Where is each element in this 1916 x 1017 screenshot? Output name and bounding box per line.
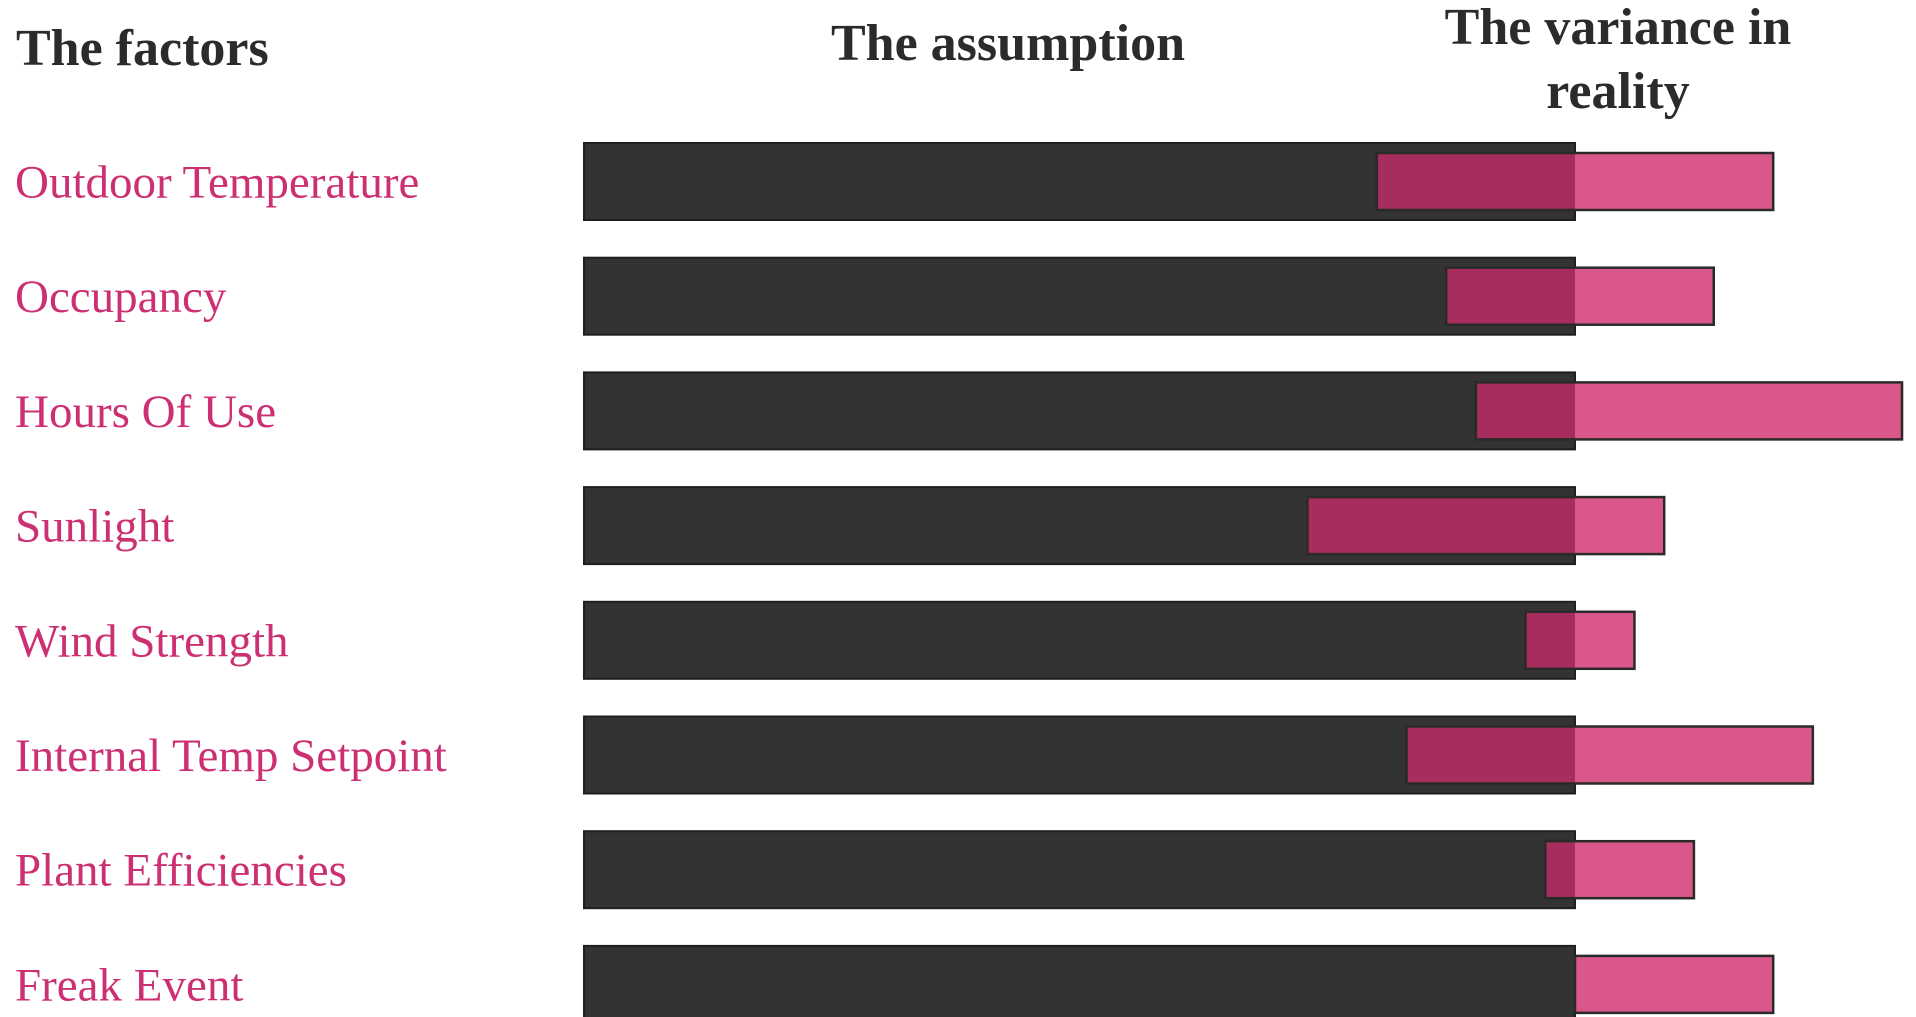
- variance-range-hours-of-use: [1474, 381, 1904, 441]
- assumption-bar-plant-efficiencies: [583, 830, 1576, 910]
- factor-label-freak-event: Freak Event: [15, 959, 243, 1011]
- bar-rows: Outdoor Temperature Occupancy Hours Of Use…: [15, 142, 1904, 1017]
- factor-label-internal-temp-setpoint: Internal Temp Setpoint: [15, 730, 447, 782]
- factor-label-wind-strength: Wind Strength: [15, 615, 289, 667]
- variance-range-occupancy: [1444, 266, 1715, 326]
- factor-label-hours-of-use: Hours Of Use: [15, 386, 276, 438]
- header-variance-line1: The variance in: [1445, 0, 1792, 56]
- variance-range-freak-event: [1573, 954, 1775, 1015]
- variance-range-outdoor-temperature: [1375, 151, 1775, 212]
- variance-range-internal-temp-setpoint: [1405, 725, 1815, 785]
- variance-below-wind-strength: [1525, 611, 1575, 669]
- header-variance-line2: reality: [1546, 63, 1689, 120]
- variance-above-internal-temp-setpoint: [1575, 726, 1813, 784]
- assumption-bar-occupancy: [583, 256, 1576, 336]
- variance-above-wind-strength: [1575, 611, 1635, 669]
- assumption-bar-wind-strength: [583, 600, 1576, 680]
- variance-below-sunlight: [1307, 497, 1575, 555]
- variance-above-hours-of-use: [1575, 382, 1903, 440]
- variance-below-hours-of-use: [1475, 382, 1575, 440]
- variance-range-plant-efficiencies: [1544, 839, 1696, 900]
- factor-label-occupancy: Occupancy: [15, 271, 227, 323]
- assumption-bar-freak-event: [583, 944, 1576, 1017]
- factor-label-outdoor-temperature: Outdoor Temperature: [15, 157, 419, 209]
- variance-above-sunlight: [1575, 497, 1665, 555]
- variance-below-internal-temp-setpoint: [1406, 726, 1575, 784]
- variance-below-plant-efficiencies: [1545, 841, 1575, 899]
- variance-above-occupancy: [1575, 267, 1714, 325]
- variance-below-outdoor-temperature: [1376, 153, 1575, 210]
- variance-above-plant-efficiencies: [1575, 841, 1694, 899]
- factor-label-plant-efficiencies: Plant Efficiencies: [15, 845, 347, 897]
- header-assumption: The assumption: [831, 15, 1185, 72]
- variance-above-freak-event: [1575, 955, 1774, 1013]
- variance-range-wind-strength: [1524, 610, 1636, 671]
- variance-above-outdoor-temperature: [1575, 153, 1774, 210]
- variance-range-sunlight: [1306, 495, 1666, 556]
- header-factors: The factors: [16, 20, 269, 77]
- assumption-bar-hours-of-use: [583, 371, 1576, 451]
- variance-below-occupancy: [1446, 267, 1575, 325]
- factor-label-sunlight: Sunlight: [15, 501, 174, 553]
